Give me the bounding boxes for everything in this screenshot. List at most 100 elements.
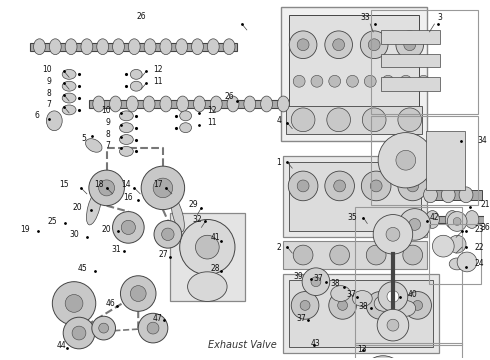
Bar xyxy=(289,15,418,132)
Circle shape xyxy=(346,75,358,87)
Circle shape xyxy=(362,108,386,132)
Circle shape xyxy=(302,268,330,296)
Bar xyxy=(286,106,421,134)
Circle shape xyxy=(330,245,349,265)
Text: 9: 9 xyxy=(106,118,111,127)
Ellipse shape xyxy=(176,39,188,55)
Text: 8: 8 xyxy=(106,130,111,139)
Circle shape xyxy=(378,282,408,311)
Circle shape xyxy=(377,309,409,341)
Ellipse shape xyxy=(34,39,46,55)
Ellipse shape xyxy=(47,111,62,131)
Bar xyxy=(371,116,478,205)
Circle shape xyxy=(327,108,350,132)
Text: 12: 12 xyxy=(207,107,217,116)
Text: 38: 38 xyxy=(359,302,368,311)
Text: 41: 41 xyxy=(210,233,220,242)
Ellipse shape xyxy=(120,135,133,144)
Ellipse shape xyxy=(130,81,142,91)
Text: 44: 44 xyxy=(56,341,66,350)
Circle shape xyxy=(89,170,124,206)
Ellipse shape xyxy=(227,96,239,112)
Ellipse shape xyxy=(194,96,205,112)
Circle shape xyxy=(297,180,309,192)
Circle shape xyxy=(334,180,345,192)
Text: 37: 37 xyxy=(313,274,323,283)
Circle shape xyxy=(453,217,461,225)
Text: 29: 29 xyxy=(189,200,198,209)
Text: 30: 30 xyxy=(69,230,79,239)
Ellipse shape xyxy=(396,301,416,316)
Circle shape xyxy=(72,326,86,340)
Circle shape xyxy=(141,166,185,210)
Ellipse shape xyxy=(244,96,256,112)
Ellipse shape xyxy=(207,39,219,55)
Text: 2: 2 xyxy=(277,243,281,252)
Circle shape xyxy=(329,292,356,319)
Text: 23: 23 xyxy=(475,225,485,234)
Bar xyxy=(29,43,237,51)
Bar xyxy=(89,100,291,108)
Circle shape xyxy=(300,301,310,310)
Circle shape xyxy=(407,180,418,192)
Text: 38: 38 xyxy=(331,279,341,288)
Ellipse shape xyxy=(192,39,203,55)
Bar xyxy=(289,162,420,231)
Circle shape xyxy=(297,39,309,51)
Circle shape xyxy=(98,323,109,333)
Circle shape xyxy=(52,282,96,325)
Circle shape xyxy=(180,220,235,275)
Text: 26: 26 xyxy=(224,91,234,100)
Text: 12: 12 xyxy=(153,65,163,74)
Ellipse shape xyxy=(97,39,109,55)
Text: 26: 26 xyxy=(136,12,146,21)
Text: 39: 39 xyxy=(294,272,303,281)
Text: 22: 22 xyxy=(475,243,485,252)
Bar xyxy=(281,7,426,140)
Circle shape xyxy=(433,235,454,257)
Circle shape xyxy=(130,285,146,301)
Circle shape xyxy=(382,75,394,87)
Ellipse shape xyxy=(171,197,184,232)
Text: 32: 32 xyxy=(193,215,202,224)
Text: 10: 10 xyxy=(101,107,111,116)
Circle shape xyxy=(448,235,466,253)
Text: 28: 28 xyxy=(211,264,220,273)
Circle shape xyxy=(447,212,467,231)
Text: 15: 15 xyxy=(59,180,69,189)
Text: 47: 47 xyxy=(153,314,163,323)
Text: 36: 36 xyxy=(481,223,490,232)
Ellipse shape xyxy=(331,285,350,301)
Circle shape xyxy=(291,292,319,319)
Ellipse shape xyxy=(180,123,192,132)
Bar xyxy=(283,156,426,237)
Text: 43: 43 xyxy=(311,339,321,348)
Circle shape xyxy=(311,75,323,87)
Text: 4: 4 xyxy=(276,116,281,125)
Text: 5: 5 xyxy=(81,134,86,143)
Bar xyxy=(170,213,245,301)
Circle shape xyxy=(361,356,405,360)
Ellipse shape xyxy=(62,81,76,91)
Circle shape xyxy=(291,108,315,132)
Circle shape xyxy=(375,301,385,310)
Ellipse shape xyxy=(223,39,235,55)
Circle shape xyxy=(367,245,386,265)
Circle shape xyxy=(311,277,321,287)
Circle shape xyxy=(409,219,420,230)
Circle shape xyxy=(98,180,115,196)
Bar xyxy=(424,190,482,200)
Text: 9: 9 xyxy=(47,77,51,86)
Ellipse shape xyxy=(160,96,172,112)
Ellipse shape xyxy=(177,96,189,112)
Text: 18: 18 xyxy=(94,180,103,189)
Circle shape xyxy=(329,75,341,87)
Text: 19: 19 xyxy=(20,225,29,234)
Circle shape xyxy=(65,294,83,312)
Circle shape xyxy=(293,245,313,265)
Ellipse shape xyxy=(120,123,133,132)
Ellipse shape xyxy=(261,96,272,112)
Circle shape xyxy=(368,39,380,51)
Ellipse shape xyxy=(110,96,122,112)
Ellipse shape xyxy=(445,211,459,228)
